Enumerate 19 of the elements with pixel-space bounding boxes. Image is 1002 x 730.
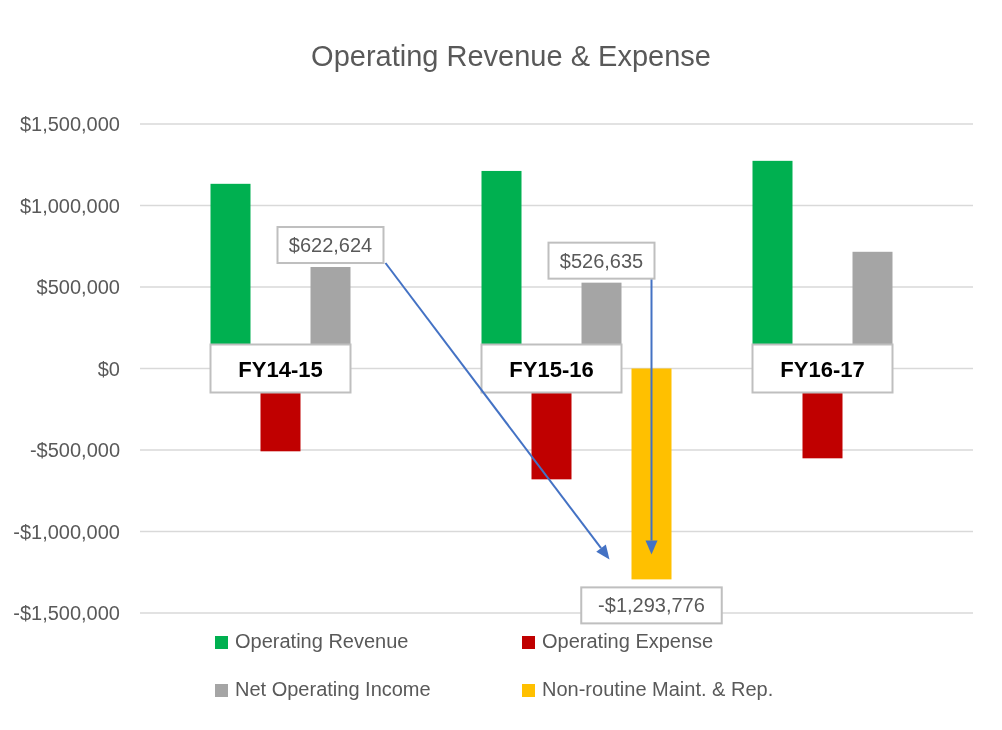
x-tick-label: FY16-17 <box>780 356 865 382</box>
y-tick-label: $0 <box>97 357 120 380</box>
data-label: -$1,293,776 <box>598 594 705 617</box>
y-tick-label: -$500,000 <box>29 439 120 461</box>
legend-label: Net Operating Income <box>235 678 431 700</box>
y-tick-label: $1,500,000 <box>19 113 120 135</box>
data-label: $622,624 <box>288 234 373 257</box>
y-tick-label: $1,000,000 <box>19 194 120 217</box>
bar <box>631 368 672 580</box>
legend-label: Non-routine Maint. & Rep. <box>542 678 774 700</box>
x-tick-label: FY15-16 <box>509 356 594 382</box>
y-tick-label: -$1,500,000 <box>13 602 120 624</box>
y-tick-label: -$1,000,000 <box>13 520 120 543</box>
legend-label: Operating Revenue <box>235 630 409 652</box>
legend-label: Operating Expense <box>542 630 714 652</box>
chart-title: Operating Revenue & Expense <box>311 40 711 72</box>
x-tick-label: FY14-15 <box>238 356 323 382</box>
data-label: $526,635 <box>559 249 644 272</box>
y-tick-label: $500,000 <box>36 276 120 298</box>
